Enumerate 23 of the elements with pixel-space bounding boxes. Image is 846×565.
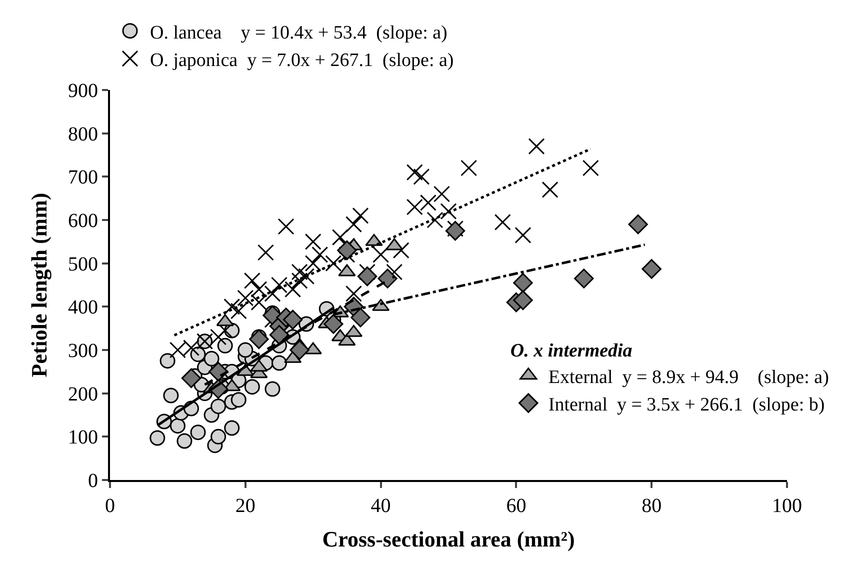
y-tick-label: 400 [68,296,98,319]
x-tick-label: 100 [772,495,802,517]
y-tick-label: 900 [68,80,98,102]
y-tick-label: 0 [88,470,98,492]
x-tick-label: 40 [370,495,391,517]
y-tick-label: 700 [68,166,98,189]
x-tick-label: 80 [642,495,662,517]
x-axis-title: Cross-sectional area (mm²) [322,526,575,552]
y-tick-label: 500 [68,253,98,276]
x-tick-label: 60 [506,495,526,517]
x-tick-label: 0 [105,495,115,517]
y-tick-label: 800 [68,123,98,146]
legend-label: O. japonica y = 7.0x + 267.1 (slope: a) [150,50,454,71]
y-axis-title: Petiole length (mm) [26,192,52,378]
x-tick-label: 20 [235,495,256,517]
legend-label: External y = 8.9x + 94.9 (slope: a) [548,366,829,388]
y-tick-label: 200 [68,383,98,406]
y-tick-label: 300 [68,340,98,362]
y-tick-label: 100 [68,426,98,449]
legend-label: O. lancea y = 10.4x + 53.4 (slope: a) [150,22,448,44]
legend-label: Internal y = 3.5x + 266.1 (slope: b) [548,394,825,416]
y-tick-label: 600 [68,210,98,232]
legend-title: O. x intermedia [510,340,633,362]
